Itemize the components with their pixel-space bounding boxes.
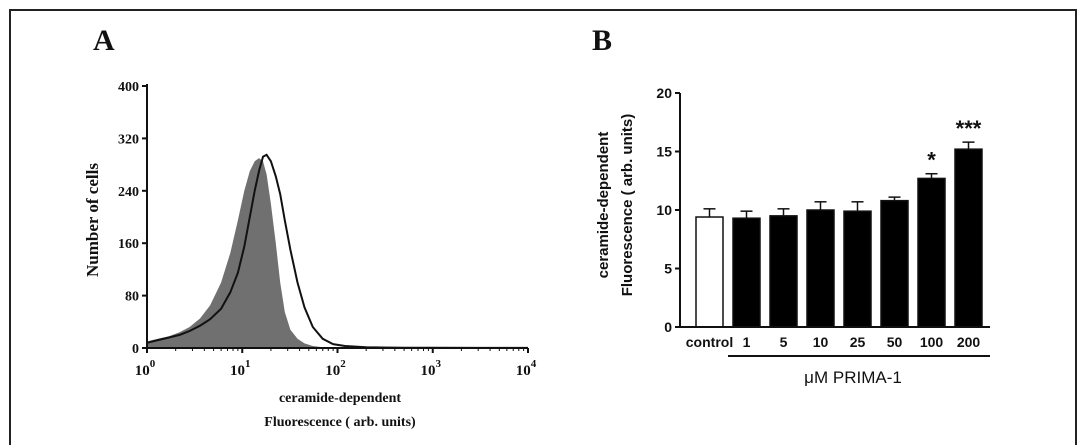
histogram-y-tick-label: 240: [118, 185, 139, 200]
bar-y-tick-label: 10: [656, 202, 672, 218]
bar-y-tick-label: 0: [664, 319, 672, 335]
bar-x-label: μM PRIMA-1: [804, 368, 902, 387]
significance-marker: *: [927, 148, 936, 173]
bar-y-tick-label: 5: [664, 261, 672, 277]
bar-x-tick-label: 5: [780, 334, 788, 350]
histogram-y-tick-label: 80: [125, 290, 139, 305]
bar-100: [917, 177, 946, 328]
histogram-x-tick-label: 100: [135, 358, 156, 379]
bar-10: [806, 209, 835, 328]
bar-y-tick-label: 20: [656, 85, 672, 101]
bar-x-tick-label: 25: [850, 334, 866, 350]
bar-200: [954, 148, 983, 328]
bar-5: [769, 215, 798, 328]
bar-y-label-line2: Fluorescence ( arb. units): [619, 114, 636, 297]
histogram-y-tick-label: 160: [118, 237, 139, 252]
histogram-outline-series: [146, 153, 528, 349]
bar-x-tick-label: 200: [957, 334, 981, 350]
histogram-x-label-line2: Fluorescence ( arb. units): [264, 415, 416, 430]
figure-frame: [9, 9, 1077, 445]
bar-50: [880, 199, 909, 328]
bar-x-tick-label: control: [686, 334, 733, 350]
panel-a-label: A: [93, 24, 115, 57]
bar-y-tick-label: 15: [656, 144, 672, 160]
bar-x-tick-label: 10: [813, 334, 829, 350]
significance-marker: ***: [956, 116, 982, 141]
histogram-x-tick-label: 103: [421, 358, 442, 379]
bar-1: [732, 217, 761, 328]
panel-b-label: B: [592, 24, 612, 57]
histogram-chart: 0 80 160 240 320 400 100 101 102 103 104 Number o…: [83, 80, 537, 430]
histogram-x-tick-label: 104: [516, 358, 537, 379]
histogram-x-tick-label: 101: [230, 358, 251, 379]
bar-y-label-line1: ceramide-dependent: [595, 132, 612, 279]
histogram-y-tick-label: 400: [118, 80, 139, 95]
bar-control: [695, 216, 724, 328]
histogram-y-tick-label: 320: [118, 132, 139, 147]
bar-x-tick-label: 100: [920, 334, 944, 350]
bar-x-tick-label: 50: [887, 334, 903, 350]
histogram-x-tick-label: 102: [325, 358, 346, 379]
bar-25: [843, 210, 872, 328]
histogram-y-tick-label: 0: [132, 342, 139, 357]
histogram-y-label: Number of cells: [83, 163, 102, 277]
histogram-x-label-line1: ceramide-dependent: [279, 391, 401, 406]
bar-x-tick-label: 1: [743, 334, 751, 350]
